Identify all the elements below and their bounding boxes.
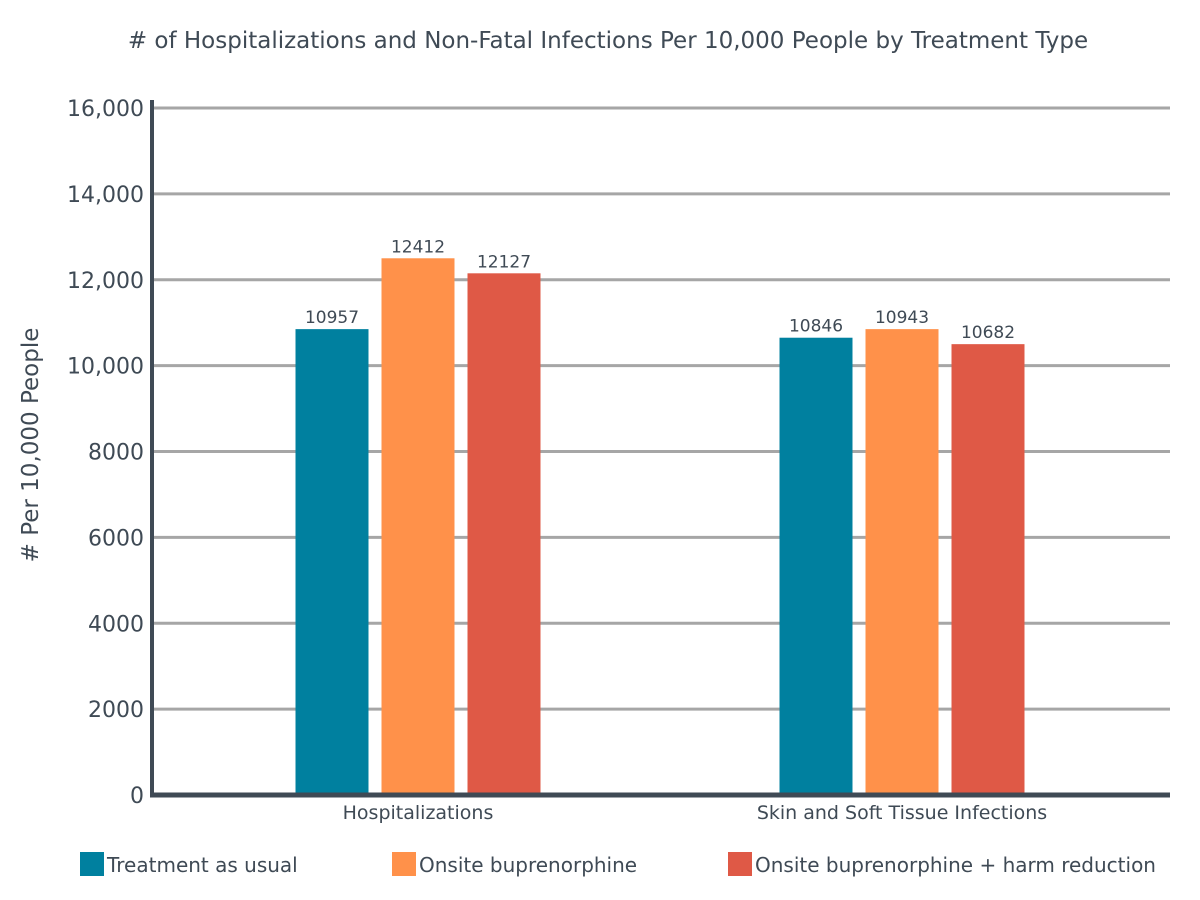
y-tick-label: 2000: [88, 698, 144, 723]
y-tick-label: 8000: [88, 441, 144, 466]
y-tick-label: 12,000: [67, 269, 144, 294]
data-label: 12127: [477, 252, 531, 272]
legend-swatch: [80, 852, 104, 876]
legend: Treatment as usual Onsite buprenorphine On…: [80, 852, 1156, 877]
data-label: 10846: [789, 317, 843, 337]
legend-swatch: [392, 852, 416, 876]
bar: [381, 258, 455, 795]
y-tick-label: 4000: [88, 612, 144, 637]
x-tick-label: Skin and Soft Tissue Infections: [757, 802, 1047, 824]
legend-swatch: [728, 852, 752, 876]
y-axis-label: # Per 10,000 People: [18, 328, 44, 563]
x-tick-label: Hospitalizations: [343, 802, 494, 824]
data-label: 12412: [391, 237, 445, 257]
data-label: 10682: [961, 323, 1015, 343]
axes: [150, 100, 1170, 798]
y-tick-label: 10,000: [67, 355, 144, 380]
chart-title: # of Hospitalizations and Non-Fatal Infe…: [128, 28, 1088, 54]
bars: 10957 12412 12127 10846 10943 10682: [295, 237, 1025, 795]
y-tick-label: 6000: [88, 526, 144, 551]
bar: [865, 329, 939, 795]
y-tick-label: 14,000: [67, 183, 144, 208]
data-label: 10943: [875, 308, 929, 328]
bar: [779, 337, 853, 795]
y-axis-ticks: 0 2000 4000 6000 8000 10,000 12,000 14,000 16,00…: [67, 97, 144, 809]
legend-label: Onsite buprenorphine: [419, 853, 637, 877]
bar: [295, 329, 369, 795]
bar: [467, 273, 541, 795]
legend-label: Treatment as usual: [106, 853, 298, 877]
x-axis-ticks: Hospitalizations Skin and Soft Tissue Inf…: [343, 802, 1048, 824]
y-tick-label: 0: [130, 784, 144, 809]
y-tick-label: 16,000: [67, 97, 144, 122]
bar: [951, 344, 1025, 795]
data-label: 10957: [305, 308, 359, 328]
legend-label: Onsite buprenorphine + harm reduction: [755, 853, 1156, 877]
